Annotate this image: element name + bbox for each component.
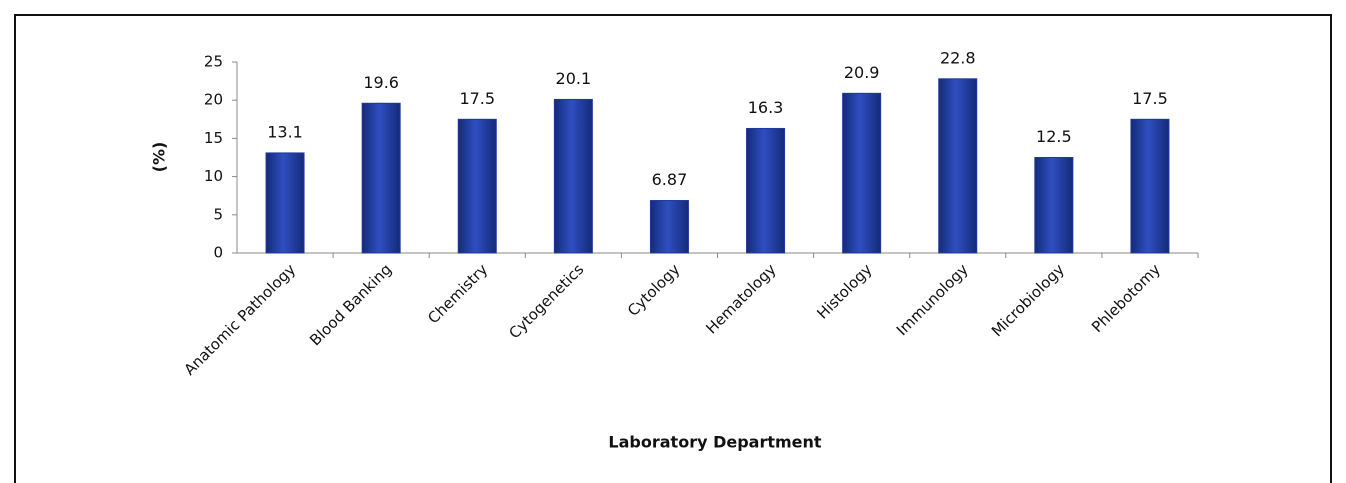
x-tick-label: Immunology (893, 260, 972, 339)
bar (746, 127, 786, 254)
value-label: 20.9 (844, 63, 880, 82)
bar (553, 98, 593, 254)
value-label: 13.1 (267, 122, 303, 141)
x-tick-label: Hematology (702, 260, 779, 337)
y-tick-label: 5 (213, 205, 223, 223)
bar (1130, 118, 1170, 254)
bar (361, 102, 401, 254)
value-label: 17.5 (459, 89, 495, 108)
x-tick-label: Histology (813, 260, 875, 322)
bar (457, 118, 497, 254)
bar (649, 200, 689, 254)
y-tick-label: 10 (204, 167, 223, 185)
y-tick-label: 15 (204, 129, 223, 147)
y-tick-label: 25 (204, 53, 223, 71)
value-label: 16.3 (748, 98, 784, 117)
value-label: 12.5 (1036, 127, 1072, 146)
x-tick-label: Chemistry (424, 260, 491, 327)
x-tick-label: Anatomic Pathology (180, 260, 299, 379)
x-axis-label: Laboratory Department (608, 433, 821, 452)
x-tick-label: Cytogenetics (505, 260, 587, 342)
bar (1034, 157, 1074, 254)
value-label: 6.87 (652, 170, 688, 189)
value-label: 19.6 (363, 73, 399, 92)
bar (265, 152, 305, 254)
x-tick-label: Microbiology (988, 260, 1068, 340)
value-label: 22.8 (940, 48, 976, 67)
value-label: 17.5 (1132, 89, 1168, 108)
y-tick-label: 20 (204, 91, 223, 109)
y-tick-label: 0 (213, 244, 223, 262)
y-axis-label: (%) (150, 142, 169, 173)
bar (842, 92, 882, 254)
bar (938, 78, 978, 254)
x-tick-label: Phlebotomy (1088, 260, 1164, 336)
frame (14, 14, 1332, 483)
value-label: 20.1 (556, 69, 592, 88)
x-tick-label: Blood Banking (306, 260, 395, 349)
x-tick-label: Cytology (624, 260, 684, 320)
